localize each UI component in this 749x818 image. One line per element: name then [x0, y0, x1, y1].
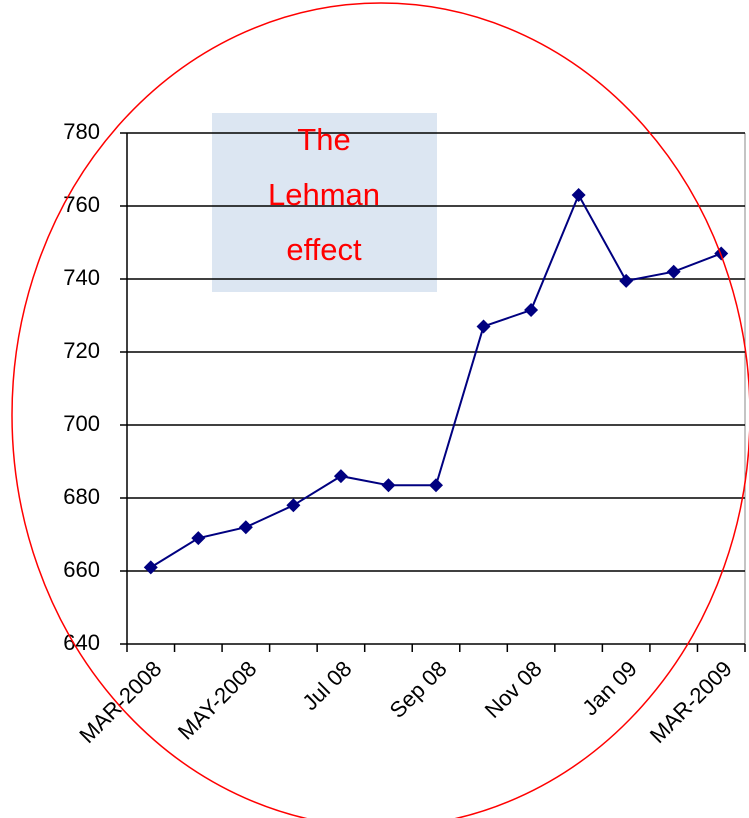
- marker: [143, 560, 158, 575]
- annotation-box: [212, 113, 437, 292]
- y-tick-label: 760: [63, 192, 100, 217]
- x-tick-label: Jan 09: [577, 656, 641, 720]
- marker: [381, 478, 396, 493]
- marker: [333, 469, 348, 484]
- marker: [571, 188, 586, 203]
- x-tick-label: MAR-2008: [74, 656, 166, 748]
- marker: [476, 319, 491, 334]
- y-tick-label: 780: [63, 119, 100, 144]
- x-tick-label: MAY-2008: [173, 656, 262, 745]
- annotation-text: The: [297, 122, 350, 157]
- marker: [429, 478, 443, 493]
- y-tick-label: 640: [63, 630, 100, 655]
- y-tick-label: 700: [63, 411, 100, 436]
- x-tick-label: Jul 08: [297, 656, 356, 715]
- marker: [619, 273, 634, 288]
- annotation-text: effect: [286, 232, 362, 267]
- marker: [524, 303, 539, 318]
- x-tick-label: MAR-2009: [645, 656, 737, 748]
- x-tick-label: Nov 08: [480, 656, 547, 723]
- marker: [286, 498, 301, 513]
- y-tick-label: 680: [63, 484, 100, 509]
- marker: [191, 531, 206, 546]
- x-tick-label: Sep 08: [385, 656, 452, 723]
- highlight-ellipse: [11, 2, 749, 818]
- marker: [238, 520, 253, 535]
- annotation-text: Lehman: [268, 177, 380, 212]
- y-tick-label: 740: [63, 265, 100, 290]
- y-tick-label: 720: [63, 338, 100, 363]
- y-tick-label: 660: [63, 557, 100, 582]
- marker: [666, 264, 681, 279]
